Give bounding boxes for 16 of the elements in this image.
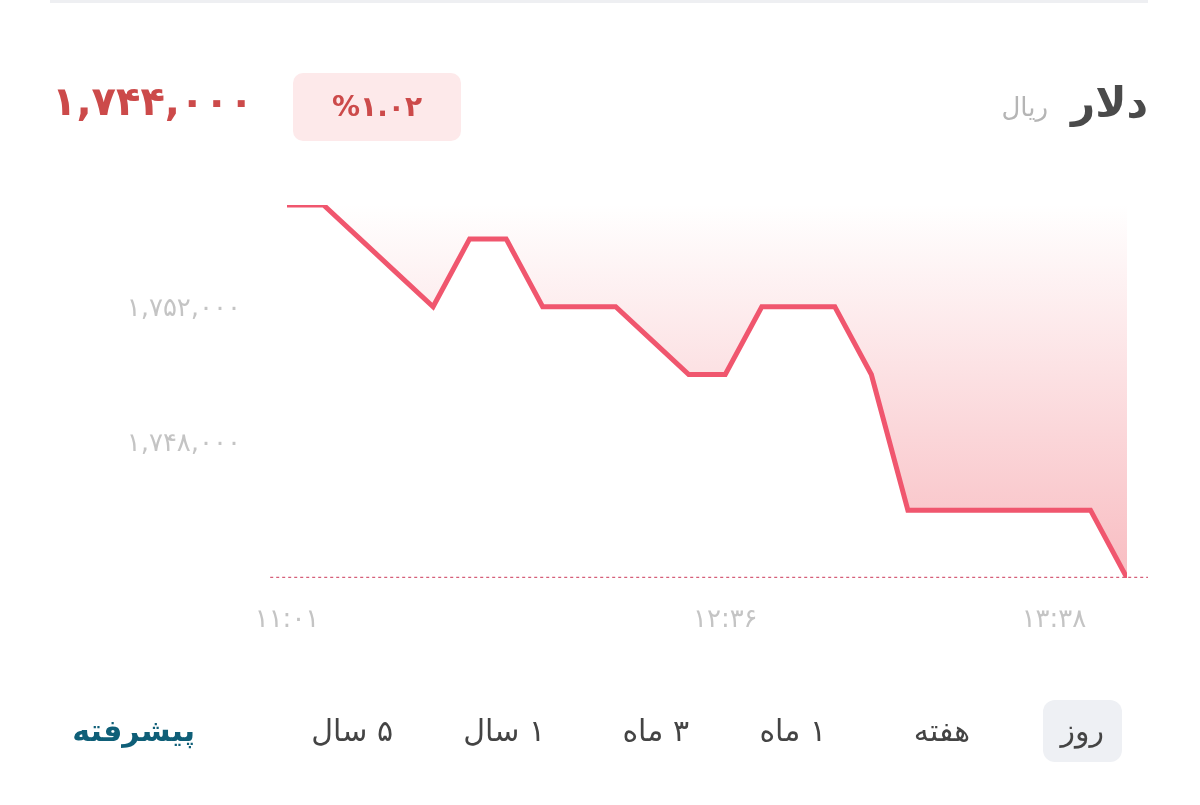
- x-tick-label: ۱۱:۰۱: [254, 603, 320, 633]
- y-tick-label: ۱,۷۴۸,۰۰۰: [126, 427, 241, 458]
- text: ۳ ماه: [621, 712, 690, 750]
- text: پیشرفته: [72, 712, 195, 751]
- text: %۱.۰۲: [293, 73, 461, 141]
- text: ۱ ماه: [758, 712, 827, 750]
- text: هفته: [912, 712, 971, 750]
- text: ۵ سال: [310, 712, 394, 750]
- x-tick-label: ۱۳:۳۸: [1021, 603, 1087, 633]
- text: روز: [1042, 700, 1122, 762]
- text: ۱ سال: [462, 712, 546, 750]
- text: ۱,۷۴۴,۰۰۰: [52, 78, 254, 124]
- chart-title: دلار: [1070, 78, 1148, 127]
- chart-subtitle: ریال: [1001, 92, 1048, 122]
- x-tick-label: ۱۲:۳۶: [692, 603, 758, 633]
- y-tick-label: ۱,۷۵۲,۰۰۰: [126, 291, 241, 322]
